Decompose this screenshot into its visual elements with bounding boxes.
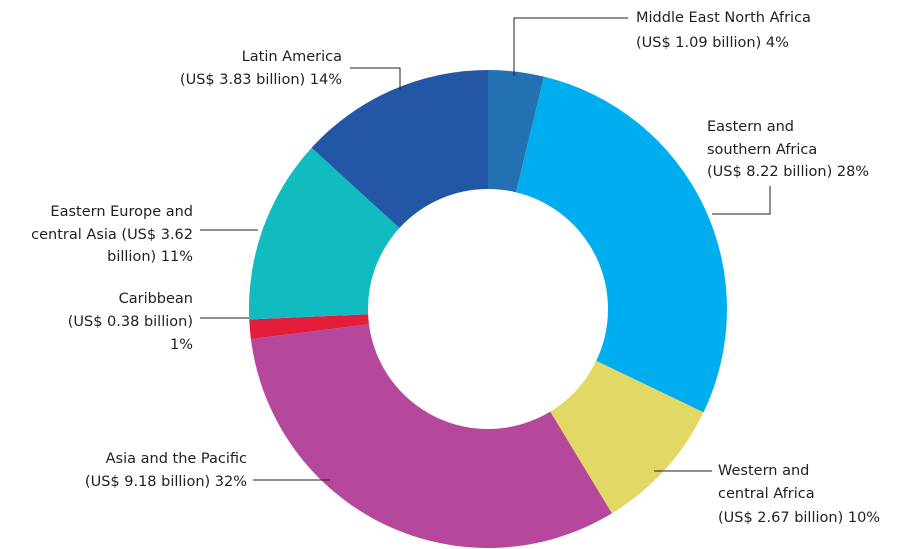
slice-label: Eastern Europe and bbox=[50, 204, 193, 220]
slice bbox=[250, 324, 612, 548]
slice-label: Western and bbox=[718, 463, 809, 479]
slice-label: (US$ 8.22 billion) 28% bbox=[707, 164, 869, 180]
slice-label: southern Africa bbox=[707, 142, 817, 158]
slice bbox=[311, 70, 488, 229]
slice-label: (US$ 3.83 billion) 14% bbox=[180, 72, 342, 88]
slice-label: Eastern and bbox=[707, 119, 794, 135]
slice-label: (US$ 2.67 billion) 10% bbox=[718, 510, 880, 526]
slice-label: Latin America bbox=[242, 49, 342, 65]
slice bbox=[249, 147, 400, 320]
slice bbox=[550, 360, 704, 514]
slice-label: (US$ 1.09 billion) 4% bbox=[636, 35, 789, 51]
slice-label: Asia and the Pacific bbox=[106, 451, 247, 467]
leader-line bbox=[513, 17, 628, 76]
leader-line bbox=[350, 67, 401, 90]
slice-label: (US$ 0.38 billion) bbox=[68, 314, 193, 330]
slice-label: central Africa bbox=[718, 486, 815, 502]
slice-label: Caribbean bbox=[119, 291, 193, 307]
leader-line bbox=[712, 186, 771, 215]
slice-label: billion) 11% bbox=[107, 249, 193, 265]
slice bbox=[249, 314, 369, 340]
slice bbox=[488, 70, 544, 193]
slice bbox=[516, 76, 727, 413]
slice-label: Middle East North Africa bbox=[636, 10, 811, 26]
slice-label: central Asia (US$ 3.62 bbox=[31, 227, 193, 243]
slice-label: (US$ 9.18 billion) 32% bbox=[85, 474, 247, 490]
slice-label: 1% bbox=[170, 337, 193, 353]
